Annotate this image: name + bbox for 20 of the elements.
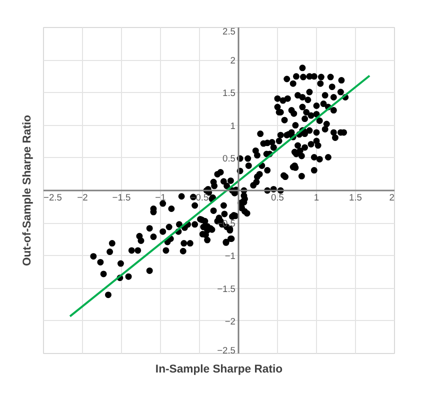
y-tick-label: −0.5 <box>217 218 236 229</box>
x-axis-title: In-Sample Sharpe Ratio <box>155 364 283 376</box>
y-tick-label: 2 <box>230 56 236 66</box>
y-tick-label: 2.5 <box>222 26 236 36</box>
y-tick-label: −1.5 <box>217 284 236 294</box>
y-axis-title: Out-of-Sample Sharpe Ratio <box>22 114 34 266</box>
y-tick-label: 1.5 <box>222 88 236 98</box>
x-tick-label: 2 <box>389 192 395 202</box>
x-tick-label: −1.5 <box>112 192 131 202</box>
x-tick-label: 1 <box>314 192 320 202</box>
x-tick-label: 0.5 <box>271 192 284 202</box>
y-tick-label: −2 <box>224 316 236 326</box>
y-tick-label: −1 <box>224 251 236 262</box>
x-tick-label: 1.5 <box>349 192 362 202</box>
x-tick-label: −2 <box>77 192 88 202</box>
y-tick-label: −2.5 <box>217 346 236 356</box>
y-tick-label: 1 <box>230 120 236 131</box>
x-tick-label: −2.5 <box>44 192 62 202</box>
y-tick-label: 0.5 <box>222 153 236 164</box>
x-tick-label: −1 <box>155 192 166 202</box>
